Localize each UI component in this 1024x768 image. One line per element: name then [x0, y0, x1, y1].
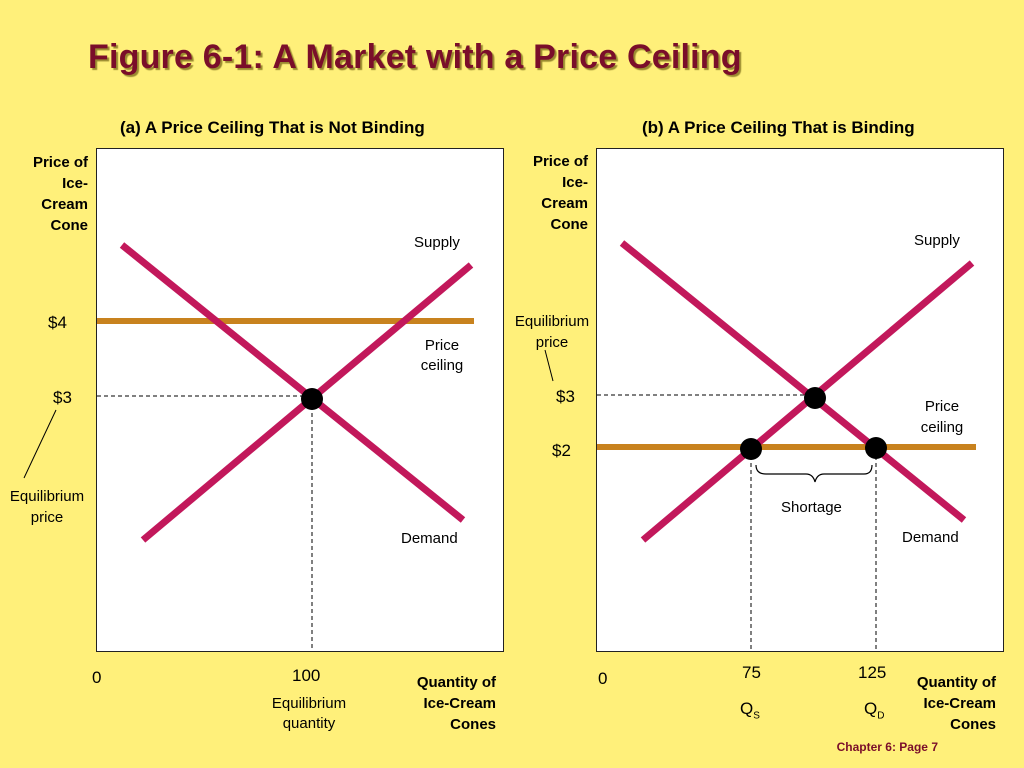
- panel-b-origin: 0: [598, 669, 608, 688]
- panel-b-plot-area: [596, 148, 1004, 652]
- panel-b-demand-label: Demand: [902, 529, 959, 546]
- panel-b-demand-curve: [619, 240, 967, 523]
- panel-a-plot-area: [96, 148, 504, 652]
- panel-a-demand-curve: [119, 242, 466, 523]
- panel-b-qd-tick: 125: [858, 663, 887, 682]
- slide-title: Figure 6-1: A Market with a Price Ceilin…: [88, 38, 742, 76]
- panel-b-qd-point: [865, 437, 887, 459]
- panel-a-title: (a) A Price Ceiling That is Not Binding: [120, 118, 425, 137]
- footer-page-label: Chapter 6: Page 7: [836, 740, 938, 754]
- panel-a-price-ceiling-tick: $4: [48, 313, 67, 332]
- panel-b-qs-label: QS: [740, 699, 760, 722]
- panel-b-qs-tick: 75: [742, 663, 761, 682]
- panel-a-equilibrium-price-label: Equilibrium price: [9, 488, 85, 526]
- panel-b-price-ceiling-label: Price ceiling: [920, 398, 964, 436]
- panel-a-equilibrium-price-pointer: [23, 409, 57, 479]
- panel-b-shortage-brace: [755, 464, 873, 483]
- panel-a-price-ceiling-label: Price ceiling: [420, 337, 464, 374]
- panel-b-shortage-label: Shortage: [781, 499, 842, 516]
- panel-a-equilibrium-quantity-tick: 100: [292, 666, 321, 685]
- panel-a-x-axis-title: Quantity of Ice-Cream Cones: [416, 674, 496, 733]
- panel-b-x-axis-title: Quantity of Ice-Cream Cones: [916, 674, 996, 733]
- panel-b-equilibrium-point: [804, 387, 826, 409]
- panel-a-demand-label: Demand: [401, 530, 458, 547]
- panel-b-equilibrium-price-tick: $3: [556, 387, 575, 406]
- panel-b-y-axis-title: Price of Ice-Cream Cone: [532, 153, 588, 233]
- panel-b-equilibrium-price-pointer: [544, 349, 554, 382]
- panel-b-equilibrium-price-label: Equilibrium price: [514, 313, 590, 351]
- panel-b-title: (b) A Price Ceiling That is Binding: [642, 118, 915, 137]
- panel-a-y-axis-title: Price of Ice-Cream Cone: [32, 154, 88, 234]
- panel-a-equilibrium-price-tick: $3: [53, 388, 72, 407]
- panel-a-equilibrium-quantity-label: Equilibrium quantity: [271, 695, 347, 732]
- panel-b-price-ceiling-tick: $2: [552, 441, 571, 460]
- panel-b-supply-label: Supply: [914, 232, 960, 249]
- panel-b-qs-point: [740, 438, 762, 460]
- panel-b-qd-label: QD: [864, 699, 885, 722]
- panel-a-supply-label: Supply: [414, 234, 460, 251]
- panel-a-equilibrium-point: [301, 388, 323, 410]
- panel-a-origin: 0: [92, 668, 102, 687]
